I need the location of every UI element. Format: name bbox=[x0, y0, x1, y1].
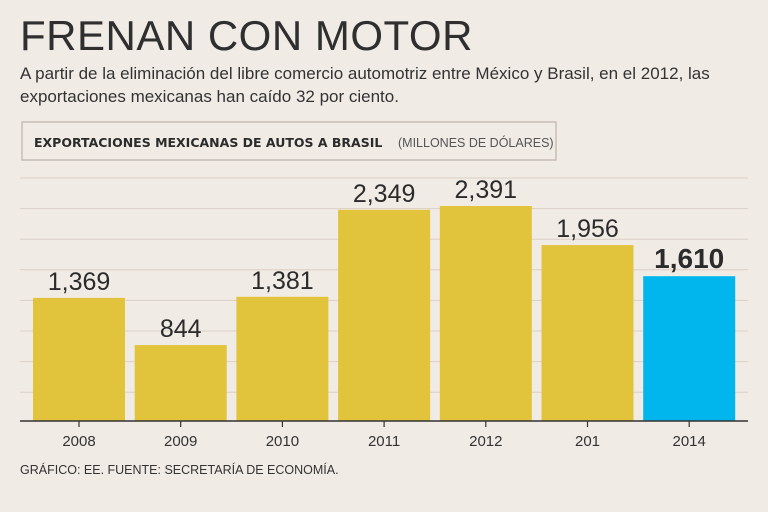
value-label-2011: 2,349 bbox=[353, 180, 416, 208]
bar-201 bbox=[541, 245, 634, 421]
chart-title-box: EXPORTACIONES MEXICANAS DE AUTOS A BRASI… bbox=[21, 121, 557, 161]
page-subtitle: A partir de la eliminación del libre com… bbox=[20, 64, 710, 106]
x-tick-label-2014: 2014 bbox=[673, 433, 706, 450]
bar-2011 bbox=[338, 209, 431, 421]
x-tick-labels: 2008 2009 2010 2011 2012 201 2014 bbox=[62, 433, 706, 450]
chart-units: (MILLONES DE DÓLARES) bbox=[398, 135, 554, 150]
x-ticks bbox=[78, 421, 690, 427]
bars bbox=[33, 206, 736, 421]
bar-2012 bbox=[439, 206, 532, 421]
x-tick-label-2012: 2012 bbox=[469, 433, 502, 450]
x-tick-label-2008: 2008 bbox=[62, 433, 95, 450]
value-label-2012: 2,391 bbox=[455, 176, 518, 204]
bar-2010 bbox=[236, 296, 329, 421]
x-tick-label-201: 201 bbox=[575, 433, 600, 450]
x-tick-label-2010: 2010 bbox=[266, 433, 299, 450]
bar-2008 bbox=[33, 297, 125, 421]
chart-title: EXPORTACIONES MEXICANAS DE AUTOS A BRASI… bbox=[34, 135, 382, 150]
bar-2009 bbox=[134, 345, 227, 421]
value-label-2009: 844 bbox=[160, 315, 202, 343]
value-label-2010: 1,381 bbox=[251, 267, 314, 295]
value-label-2014: 1,610 bbox=[654, 243, 724, 274]
x-tick-label-2009: 2009 bbox=[164, 433, 197, 450]
value-labels: 1,369 844 1,381 2,349 2,391 1,956 1,610 bbox=[48, 176, 725, 343]
page-title: FRENAN CON MOTOR bbox=[20, 12, 473, 59]
bar-2014 bbox=[643, 276, 736, 421]
value-label-201: 1,956 bbox=[556, 215, 619, 243]
x-tick-label-2011: 2011 bbox=[368, 433, 400, 450]
value-label-2008: 1,369 bbox=[48, 268, 111, 296]
source-note: GRÁFICO: EE. FUENTE: SECRETARÍA DE ECONO… bbox=[20, 463, 339, 477]
